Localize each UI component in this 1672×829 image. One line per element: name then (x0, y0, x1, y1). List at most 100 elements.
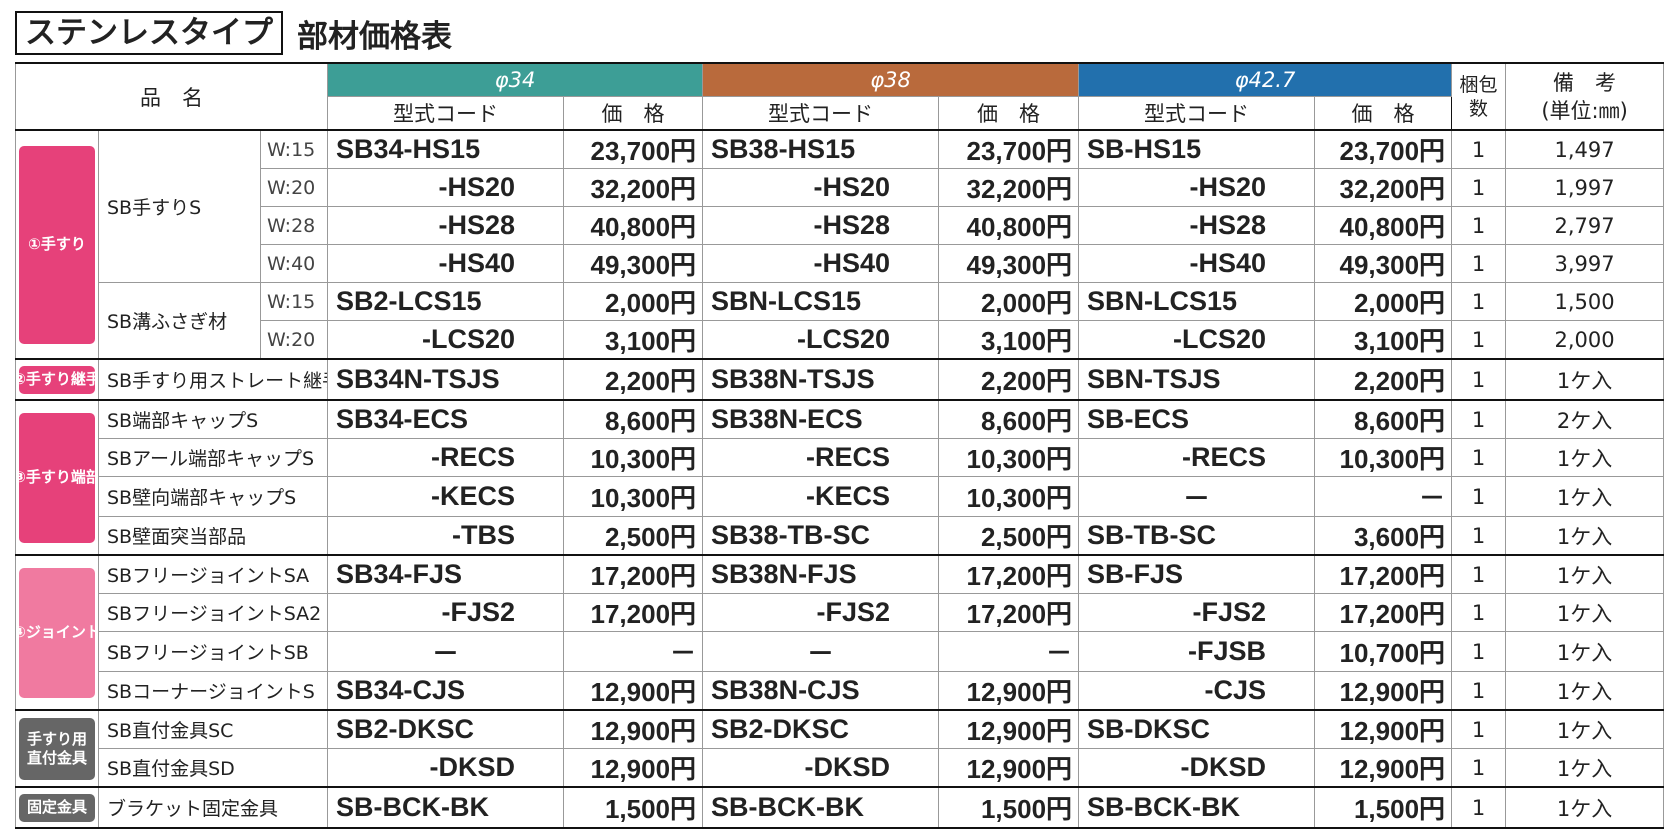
model-code: -KECS (327, 476, 565, 517)
price: 12,900円 (938, 709, 1080, 749)
model-code: SBN-LCS15 (1078, 282, 1316, 321)
table-row: SBフリージョイントSA2 -FJS2 17,200円 -FJS2 17,200円 -FJ… (16, 593, 1665, 632)
pack-qty: 1 (1451, 129, 1507, 169)
price: － (938, 631, 1080, 672)
header: ステンレスタイプ 部材価格表 (15, 10, 452, 56)
section-cell: ④ジョイント (15, 554, 99, 711)
price: 12,900円 (563, 709, 704, 749)
section-cell: ②手すり継手 (15, 358, 99, 401)
price: 32,200円 (938, 168, 1080, 207)
price-header: 価 格 (1314, 96, 1453, 131)
model-code: -LCS20 (327, 320, 565, 360)
price: 17,200円 (563, 593, 704, 632)
table-row: ②手すり継手 SB手すり用ストレート継手 SB34N-TSJS 2,200円 SB38N… (15, 358, 1665, 401)
model-code: -HS40 (327, 244, 565, 283)
model-code: SB34-ECS (327, 399, 565, 439)
item-name: SBアール端部キャップS (97, 438, 329, 477)
section-label-line: 直付金具 (26, 748, 87, 767)
model-code: SB38N-TSJS (702, 358, 940, 401)
price: 12,900円 (938, 748, 1080, 788)
type-badge: ステンレスタイプ (15, 11, 283, 55)
model-code: SB-BCK-BK (327, 786, 565, 829)
section-label-line: 手すり用 (26, 729, 87, 748)
table-row: SB溝ふさぎ材 W:15 SB2-LCS15 2,000円 SBN-LCS15 2,000… (16, 282, 1665, 360)
section-cell: ①手すり (15, 129, 99, 360)
price: 2,200円 (938, 358, 1080, 401)
price-header: 価 格 (563, 96, 704, 131)
section-label: 固定金具 (19, 793, 95, 822)
group-header: φ38 (702, 62, 1080, 97)
name-header: 品 名 (14, 62, 329, 131)
note: 1ケ入 (1505, 786, 1665, 829)
title: 部材価格表 (297, 18, 452, 55)
price: 2,200円 (1314, 358, 1453, 401)
section-label: ①手すり (19, 145, 95, 344)
size: W:20 (259, 168, 329, 207)
model-code: -DKSD (327, 748, 565, 788)
price: 12,900円 (1314, 709, 1453, 749)
price-header: 価 格 (938, 96, 1080, 131)
price: 3,100円 (938, 320, 1080, 360)
price: 3,100円 (563, 320, 704, 360)
item-name: SBフリージョイントSA (97, 554, 329, 594)
model-code: SB-ECS (1078, 399, 1316, 439)
table-row: 固定金具 ブラケット固定金具 SB-BCK-BK 1,500円 SB-BCK-BK 1,5… (15, 786, 1665, 829)
price: 40,800円 (938, 206, 1080, 245)
price: 2,500円 (563, 516, 704, 556)
note: 2,000 (1505, 320, 1665, 360)
code-header: 型式コード (327, 96, 565, 131)
model-code: -HS40 (1078, 244, 1316, 283)
pack-qty: 1 (1451, 748, 1507, 788)
size: W:15 (259, 129, 329, 169)
model-code: SB2-DKSC (702, 709, 940, 749)
model-code: SB-HS15 (1078, 129, 1316, 169)
price: 10,300円 (938, 476, 1080, 517)
model-code: -HS20 (327, 168, 565, 207)
pack-qty: 1 (1451, 168, 1507, 207)
price: 1,500円 (1314, 786, 1453, 829)
pack-qty: 1 (1451, 631, 1507, 672)
price: 49,300円 (938, 244, 1080, 283)
table-row: W:20 -LCS20 3,100円 -LCS20 3,100円 -LCS20 3,100円… (16, 320, 1665, 360)
pack-qty: 1 (1451, 438, 1507, 477)
note: 1ケ入 (1505, 554, 1665, 594)
price: 10,700円 (1314, 631, 1453, 672)
model-code: SB38N-ECS (702, 399, 940, 439)
pack-qty: 1 (1451, 358, 1507, 401)
price: － (1314, 476, 1453, 517)
item-name: ブラケット固定金具 (97, 786, 329, 829)
note: 1,997 (1505, 168, 1665, 207)
price: 17,200円 (1314, 554, 1453, 594)
table-row: SBフリージョイントSB －－－－ -FJSB 10,700円 1 1ケ入 (16, 631, 1665, 672)
price: 23,700円 (938, 129, 1080, 169)
price: 23,700円 (1314, 129, 1453, 169)
note-header: 備 考 (単位:㎜) (1505, 62, 1665, 131)
note: 1ケ入 (1505, 709, 1665, 749)
size: W:28 (259, 206, 329, 245)
item-name: SB手すりS (98, 129, 261, 283)
model-code: － (1078, 476, 1316, 517)
price: 8,600円 (1314, 399, 1453, 439)
pack-qty: 1 (1451, 593, 1507, 632)
model-code: SB2-DKSC (327, 709, 565, 749)
model-code: -HS20 (1078, 168, 1316, 207)
price: 17,200円 (938, 593, 1080, 632)
model-code: -FJS2 (1078, 593, 1316, 632)
section-cell: 手すり用 直付金具 (15, 709, 99, 788)
table-row: SB直付金具SD -DKSD 12,900円 -DKSD 12,900円 -DKSD 12,… (16, 748, 1665, 788)
note-header-line: 備 考 (1553, 70, 1617, 95)
item-name: SBフリージョイントSA2 (97, 593, 329, 632)
note: 2ケ入 (1505, 399, 1665, 439)
price: 40,800円 (563, 206, 704, 245)
note: 1ケ入 (1505, 748, 1665, 788)
model-code: -KECS (702, 476, 940, 517)
note: 1ケ入 (1505, 358, 1665, 401)
model-code: -FJS2 (702, 593, 940, 632)
section-label: 手すり用 直付金具 (19, 717, 95, 780)
section-label: ③手すり端部 (17, 412, 99, 543)
group-header: φ42.7 (1078, 62, 1453, 97)
table-row: SBコーナージョイントS SB34-CJS 12,900円 SB38N-CJS 12,9… (16, 671, 1665, 711)
price: 49,300円 (563, 244, 704, 283)
pack-qty: 1 (1451, 399, 1507, 439)
size: W:15 (259, 282, 329, 321)
